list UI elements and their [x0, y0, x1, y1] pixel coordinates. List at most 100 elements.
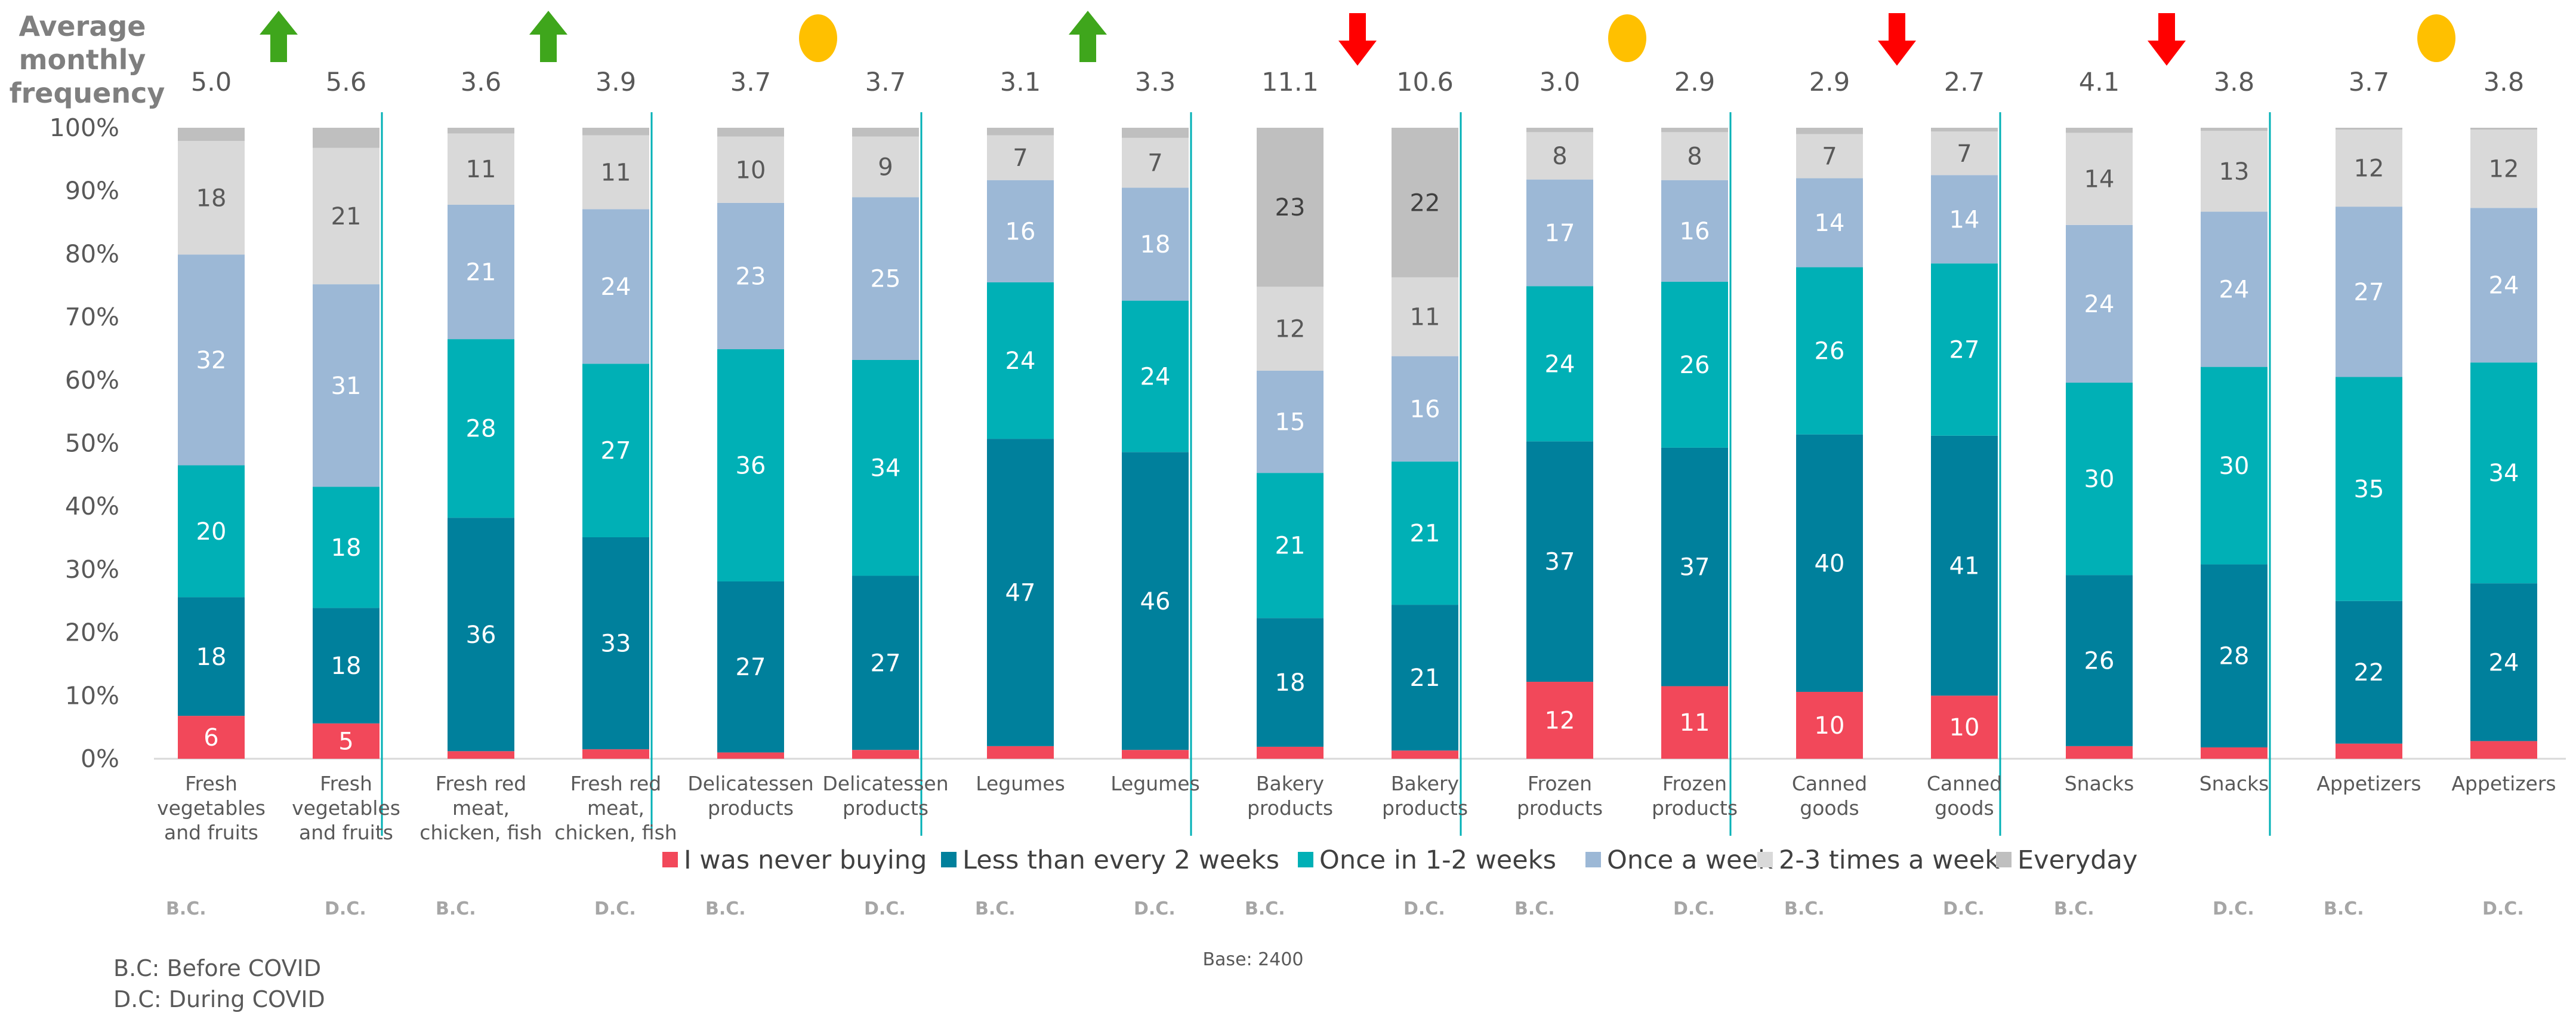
data-label: 22 — [1410, 189, 1440, 217]
average-value: 3.7 — [865, 67, 906, 97]
category-label-line: products — [708, 796, 794, 820]
category-label-line: Fresh red — [570, 772, 661, 795]
average-value: 3.1 — [1000, 67, 1041, 97]
bar-segment — [2336, 601, 2402, 744]
legend-label: Everyday — [2017, 845, 2137, 875]
bar-stack: 10 41 27 14 7 — [1931, 128, 1998, 759]
condition-label: B.C. — [1514, 898, 1555, 919]
data-label: 23 — [736, 263, 766, 290]
category-label-line: Legumes — [976, 772, 1065, 795]
trend-up-arrow-icon — [529, 11, 567, 62]
data-label: 5 — [338, 728, 353, 755]
bar-segment — [987, 128, 1054, 136]
bar-segment — [582, 209, 649, 364]
category-label-line: Appetizers — [2316, 772, 2421, 795]
average-value: 3.6 — [461, 67, 501, 97]
data-label: 21 — [1275, 532, 1306, 560]
y-tick-label: 40% — [65, 492, 119, 521]
trend-down-arrow-icon — [1338, 13, 1377, 66]
data-label: 37 — [1545, 549, 1575, 576]
bar-segment — [1526, 682, 1593, 759]
data-label: 7 — [1822, 143, 1837, 171]
y-tick-label: 50% — [65, 429, 119, 458]
bar-segment — [1392, 461, 1458, 605]
average-value: 2.9 — [1809, 67, 1850, 97]
category-label-line: chicken, fish — [419, 821, 542, 844]
y-tick-label: 70% — [65, 303, 119, 331]
category-label-line: Snacks — [2065, 772, 2134, 795]
bar-segment — [987, 282, 1054, 439]
y-tick-label: 90% — [65, 177, 119, 205]
average-value: 4.1 — [2079, 67, 2120, 97]
data-label: 6 — [203, 724, 218, 752]
bar-segment — [1661, 686, 1728, 759]
bar-segment — [1931, 175, 1998, 264]
bar-segment — [1257, 473, 1324, 618]
bar-segment — [2336, 743, 2402, 759]
bar-segment — [2336, 377, 2402, 601]
data-label: 24 — [2219, 276, 2250, 304]
category-label: Delicatessen products — [822, 772, 948, 820]
bar-segment — [178, 254, 245, 466]
data-label: 18 — [331, 534, 362, 562]
bar-segment — [852, 136, 919, 198]
bar-segment — [717, 136, 784, 203]
condition-label: B.C. — [975, 898, 1016, 919]
bar-segment — [1392, 356, 1458, 462]
data-label: 36 — [466, 621, 496, 649]
category-label-line: Frozen — [1528, 772, 1592, 795]
data-label: 17 — [1545, 220, 1575, 247]
note-bc: B.C: Before COVID — [113, 955, 321, 981]
average-value: 2.9 — [1674, 67, 1715, 97]
legend-label: Once a week — [1607, 845, 1773, 875]
bar-segment — [1796, 128, 1863, 134]
category-label-line: products — [1247, 796, 1333, 820]
legend-label: I was never buying — [684, 845, 927, 875]
bar-segment — [2066, 746, 2133, 759]
category-label-line: Fresh — [320, 772, 372, 795]
bar-segment — [852, 750, 919, 759]
data-label: 24 — [2489, 649, 2519, 676]
y-tick-label: 30% — [65, 555, 119, 584]
category-label: Snacks — [2065, 772, 2134, 795]
bar-segment — [1796, 691, 1863, 759]
condition-label: D.C. — [594, 898, 636, 919]
base-note: Base: 2400 — [1202, 949, 1303, 970]
average-value: 3.0 — [1540, 67, 1580, 97]
data-label: 26 — [1680, 352, 1710, 379]
bar-segment — [582, 749, 649, 759]
y-tick-label: 80% — [65, 239, 119, 268]
bar-segment — [987, 439, 1054, 746]
bar-segment — [2201, 128, 2268, 131]
category-label-line: Canned — [1792, 772, 1867, 795]
category-label: Bakery products — [1382, 772, 1468, 820]
bar-segment — [313, 608, 380, 724]
bar-segment — [987, 135, 1054, 180]
bar-stack: 12 37 24 17 8 — [1526, 128, 1593, 759]
bar-segment — [1257, 287, 1324, 371]
data-label: 10 — [1815, 712, 1845, 740]
legend-item: Everyday — [1996, 845, 2137, 875]
bar-segment — [178, 465, 245, 598]
bar-segment — [448, 751, 514, 759]
bar-segment — [1931, 131, 1998, 176]
data-label: 34 — [871, 455, 901, 482]
bar-segment — [2336, 207, 2402, 377]
bar-segment — [1796, 267, 1863, 435]
category-label: Bakery products — [1247, 772, 1333, 820]
title-line-1: Average — [18, 10, 146, 42]
bar-stack: 22 35 27 12 — [2336, 128, 2402, 759]
data-label: 27 — [2354, 279, 2384, 306]
data-label: 18 — [331, 652, 362, 680]
category-label: Canned goods — [1927, 772, 2002, 820]
bars-layer: 6 18 20 32 18 5 18 18 31 21 36 28 21 11 33 27 24 11 27 36 23… — [178, 128, 2537, 759]
condition-label: D.C. — [1134, 898, 1176, 919]
condition-label: D.C. — [2482, 898, 2524, 919]
bar-segment — [313, 128, 380, 148]
data-label: 21 — [331, 203, 362, 230]
bar-segment — [2201, 564, 2268, 747]
category-label-line: meat, — [452, 796, 510, 820]
bar-stack: 47 24 16 7 — [987, 128, 1054, 759]
legend: I was never buying Less than every 2 week… — [662, 845, 2137, 875]
category-label: Fresh vegetables and fruits — [292, 772, 400, 844]
